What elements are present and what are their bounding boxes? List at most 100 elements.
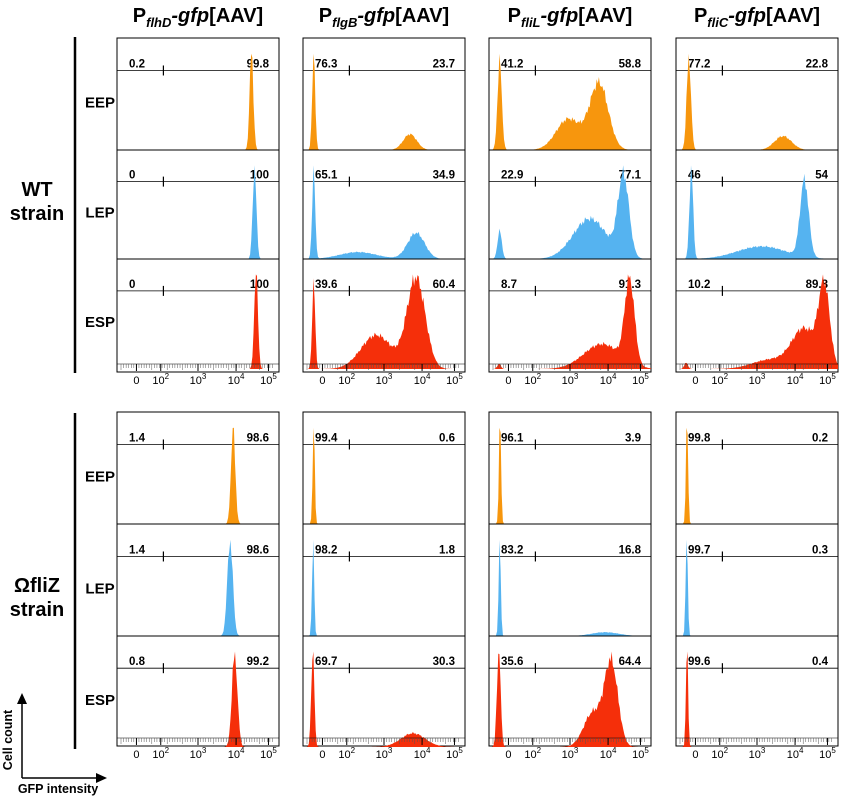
gate-percent-right: 0.6 — [439, 432, 455, 444]
column-title-gene: flhD — [146, 15, 172, 30]
x-tick-base: 0 — [505, 749, 511, 761]
gate-percent-left: 8.7 — [501, 279, 517, 291]
panel-frame — [302, 411, 466, 747]
gate-percent-left: 0 — [129, 279, 135, 291]
gate-percent-right: 1.8 — [439, 544, 456, 556]
x-tick-label: 103 — [562, 746, 579, 761]
gate-percent-right: 99.2 — [247, 656, 269, 668]
x-tick-base: 10 — [190, 749, 202, 761]
column-title-gene: flgB — [332, 15, 357, 30]
x-tick-exponent: 2 — [165, 746, 170, 755]
column-title: PfliC-gfp[AAV] — [694, 5, 820, 30]
x-tick-exponent: 5 — [272, 372, 277, 381]
strain-label: ΩfliZ — [14, 575, 60, 597]
gate-percent-right: 77.1 — [619, 170, 642, 182]
x-tick-exponent: 3 — [202, 372, 207, 381]
x-tick-exponent: 2 — [537, 372, 542, 381]
x-tick-label: 103 — [562, 372, 579, 387]
phase-label: LEP — [85, 580, 114, 597]
strain-label-line2: strain — [10, 599, 64, 621]
gate-percent-left: 77.2 — [688, 58, 710, 70]
x-tick-exponent: 3 — [761, 372, 766, 381]
gate-percent-left: 99.6 — [688, 656, 710, 668]
gate-percent-right: 64.4 — [619, 656, 642, 668]
x-tick-label: 103 — [190, 746, 207, 761]
x-tick-label: 0 — [505, 375, 511, 387]
x-tick-base: 10 — [711, 375, 723, 387]
gate-percent-right: 3.9 — [625, 432, 641, 444]
histogram-esp — [303, 274, 465, 369]
x-tick-exponent: 5 — [272, 746, 277, 755]
x-tick-label: 102 — [152, 372, 169, 387]
column-title-plasmid: [AAV] — [766, 5, 820, 27]
gate-percent-left: 39.6 — [315, 279, 337, 291]
x-tick-base: 10 — [228, 375, 240, 387]
histogram-esp — [489, 651, 651, 747]
x-tick-base: 10 — [524, 749, 536, 761]
x-tick-base: 10 — [787, 375, 799, 387]
x-tick-label: 105 — [819, 372, 836, 387]
x-tick-exponent: 4 — [240, 746, 245, 755]
x-tick-base: 10 — [524, 375, 536, 387]
x-tick-base: 10 — [819, 375, 831, 387]
histogram-esp — [117, 651, 279, 747]
x-tick-exponent: 5 — [831, 746, 836, 755]
x-tick-label: 102 — [711, 372, 728, 387]
gate-percent-left: 1.4 — [129, 544, 146, 556]
x-tick-base: 10 — [711, 749, 723, 761]
x-axis-label: GFP intensity — [18, 782, 98, 796]
gate-percent-left: 96.1 — [501, 432, 524, 444]
column-title-reporter: -gfp — [357, 5, 395, 27]
x-tick-label: 104 — [414, 372, 431, 387]
column-title: PflhD-gfp[AAV] — [133, 5, 263, 30]
x-tick-label: 103 — [376, 372, 393, 387]
x-tick-base: 10 — [376, 375, 388, 387]
gate-percent-left: 69.7 — [315, 656, 337, 668]
x-tick-base: 0 — [692, 375, 698, 387]
x-tick-exponent: 4 — [426, 746, 431, 755]
gate-percent-left: 99.8 — [688, 432, 711, 444]
x-tick-exponent: 3 — [388, 372, 393, 381]
x-key-arrowhead — [96, 773, 107, 783]
x-tick-exponent: 2 — [724, 372, 729, 381]
x-tick-base: 10 — [749, 749, 761, 761]
gate-percent-left: 98.2 — [315, 544, 337, 556]
gate-percent-left: 99.7 — [688, 544, 710, 556]
x-tick-exponent: 4 — [612, 746, 617, 755]
histogram-eep — [489, 53, 651, 151]
x-tick-base: 10 — [414, 375, 426, 387]
gate-percent-right: 60.4 — [433, 279, 456, 291]
column-title-prefix: P — [694, 5, 707, 27]
x-tick-base: 10 — [338, 375, 350, 387]
x-tick-base: 10 — [152, 375, 164, 387]
x-tick-label: 102 — [711, 746, 728, 761]
gate-percent-left: 1.4 — [129, 432, 146, 444]
gate-percent-left: 0.2 — [129, 58, 145, 70]
column-title-plasmid: [AAV] — [578, 5, 632, 27]
panel-frame — [116, 37, 280, 373]
column-title-prefix: P — [508, 5, 521, 27]
histogram-lep — [489, 165, 651, 259]
x-tick-exponent: 5 — [644, 372, 649, 381]
x-tick-base: 10 — [600, 749, 612, 761]
x-tick-exponent: 3 — [574, 372, 579, 381]
x-tick-exponent: 5 — [644, 746, 649, 755]
gate-percent-right: 16.8 — [619, 544, 642, 556]
x-tick-base: 10 — [446, 375, 458, 387]
x-tick-label: 0 — [692, 749, 698, 761]
panel-frame — [675, 37, 839, 373]
x-tick-base: 0 — [133, 749, 139, 761]
panel-frame — [302, 37, 466, 373]
x-tick-label: 0 — [133, 375, 139, 387]
gate-percent-left: 46 — [688, 170, 701, 182]
histogram-eep — [676, 53, 838, 151]
histogram-lep — [117, 165, 279, 259]
x-tick-base: 0 — [319, 375, 325, 387]
x-tick-label: 0 — [319, 375, 325, 387]
phase-label: EEP — [85, 94, 115, 111]
x-tick-exponent: 3 — [202, 746, 207, 755]
gate-percent-left: 10.2 — [688, 279, 710, 291]
gate-percent-right: 30.3 — [433, 656, 455, 668]
x-tick-exponent: 5 — [831, 372, 836, 381]
